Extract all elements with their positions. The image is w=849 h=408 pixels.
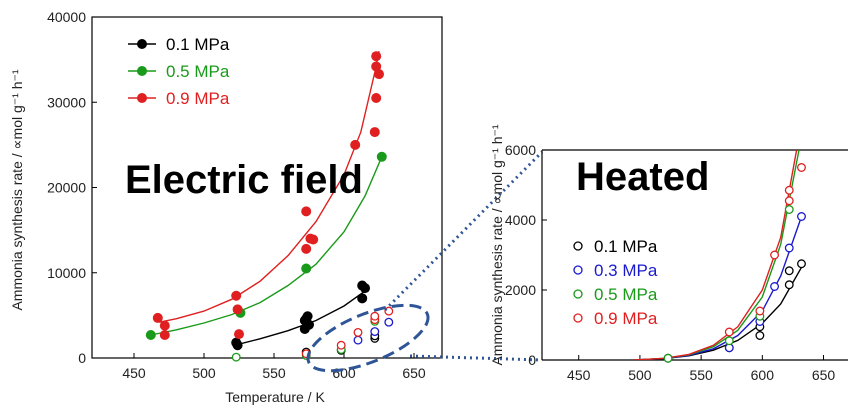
y-tick-label: 6000 [505,142,536,158]
data-point [234,329,244,340]
data-point [231,352,241,362]
data-point [350,139,361,150]
legend-marker [573,289,583,299]
data-point [301,263,312,274]
x-tick-label: 500 [628,367,652,383]
data-point [724,327,734,337]
legend-label: 0.9 MPa [594,309,658,328]
y-tick-label: 10000 [47,265,86,281]
right-axes: 450 500 550 600 650 0 2000 4000 6000 [505,142,836,383]
data-point [371,51,382,62]
left-legend: 0.1 MPa 0.5 MPa 0.9 MPa [128,35,230,108]
data-point [784,266,794,276]
fit-curve [150,156,383,336]
data-point [159,329,170,340]
data-point [304,319,314,330]
data-point [301,243,312,254]
legend-label: 0.3 MPa [594,261,658,280]
data-point [784,280,794,290]
data-point [370,311,380,321]
data-point [152,312,163,323]
left-x-axis-label: Temperature / K [225,389,325,405]
data-point [357,293,368,304]
x-tick-label: 650 [402,365,426,381]
x-tick-label: 550 [262,365,286,381]
data-point [353,335,363,345]
data-point [797,259,806,269]
x-tick-label: 500 [192,365,216,381]
data-point [376,151,387,162]
data-point [784,185,794,195]
data-point [360,283,370,294]
data-point [755,306,765,316]
x-tick-label: 650 [812,367,836,383]
x-tick-label: 550 [689,367,713,383]
data-point [232,340,243,351]
x-tick-label: 600 [751,367,775,383]
zoom-region-ellipse [306,303,430,373]
left-y-axis-label: Ammonia synthesis rate / ∝mol g⁻¹ h⁻¹ [9,69,25,310]
left-data-points [145,51,394,362]
data-point [336,340,346,350]
fit-curve [159,50,380,323]
legend-marker [573,313,583,323]
legend-marker [137,66,147,76]
zoom-connector-bottom [409,354,543,362]
data-point [663,353,673,363]
legend-label: 0.5 MPa [166,62,230,81]
data-point [301,206,312,217]
legend-marker [573,265,583,275]
y-tick-label: 0 [528,352,536,368]
legend-label: 0.9 MPa [166,89,230,108]
legend-marker [573,241,583,251]
data-point [159,320,170,331]
data-point [797,163,806,172]
right-data-points [663,163,806,363]
legend-label: 0.1 MPa [166,35,230,54]
data-point [784,205,794,214]
data-point [371,61,382,72]
data-point [231,290,242,301]
data-point [784,196,794,206]
data-point [371,92,382,103]
data-point [353,327,363,337]
y-tick-label: 2000 [505,282,536,298]
zoom-connector-top [383,150,544,312]
data-point [370,327,380,337]
left-chart-title: Electric field [125,158,363,202]
right-legend: 0.1 MPa 0.3 MPa 0.5 MPa 0.9 MPa [573,237,658,328]
legend-label: 0.1 MPa [594,237,658,256]
data-point [770,282,780,291]
data-point [724,336,734,346]
legend-label: 0.5 MPa [594,285,658,304]
y-tick-label: 0 [78,350,86,366]
x-tick-label: 450 [122,365,146,381]
y-tick-label: 4000 [505,212,536,228]
y-tick-label: 30000 [47,94,86,110]
data-point [784,243,794,253]
legend-marker [137,39,147,49]
x-tick-label: 450 [567,367,591,383]
data-point [232,304,243,315]
y-tick-label: 20000 [47,180,86,196]
data-point [374,69,384,80]
data-point [797,212,806,221]
right-chart-title: Heated [576,155,709,199]
y-tick-label: 40000 [47,9,86,25]
data-point [770,250,780,260]
data-point [384,317,394,327]
right-y-axis-label: Ammonia synthesis rate / ∝mol g⁻¹ h⁻¹ [489,124,505,365]
data-point [308,234,319,245]
legend-marker [137,93,147,103]
data-point [302,311,313,322]
data-point [369,127,380,138]
data-point [755,331,765,340]
data-point [145,329,156,340]
